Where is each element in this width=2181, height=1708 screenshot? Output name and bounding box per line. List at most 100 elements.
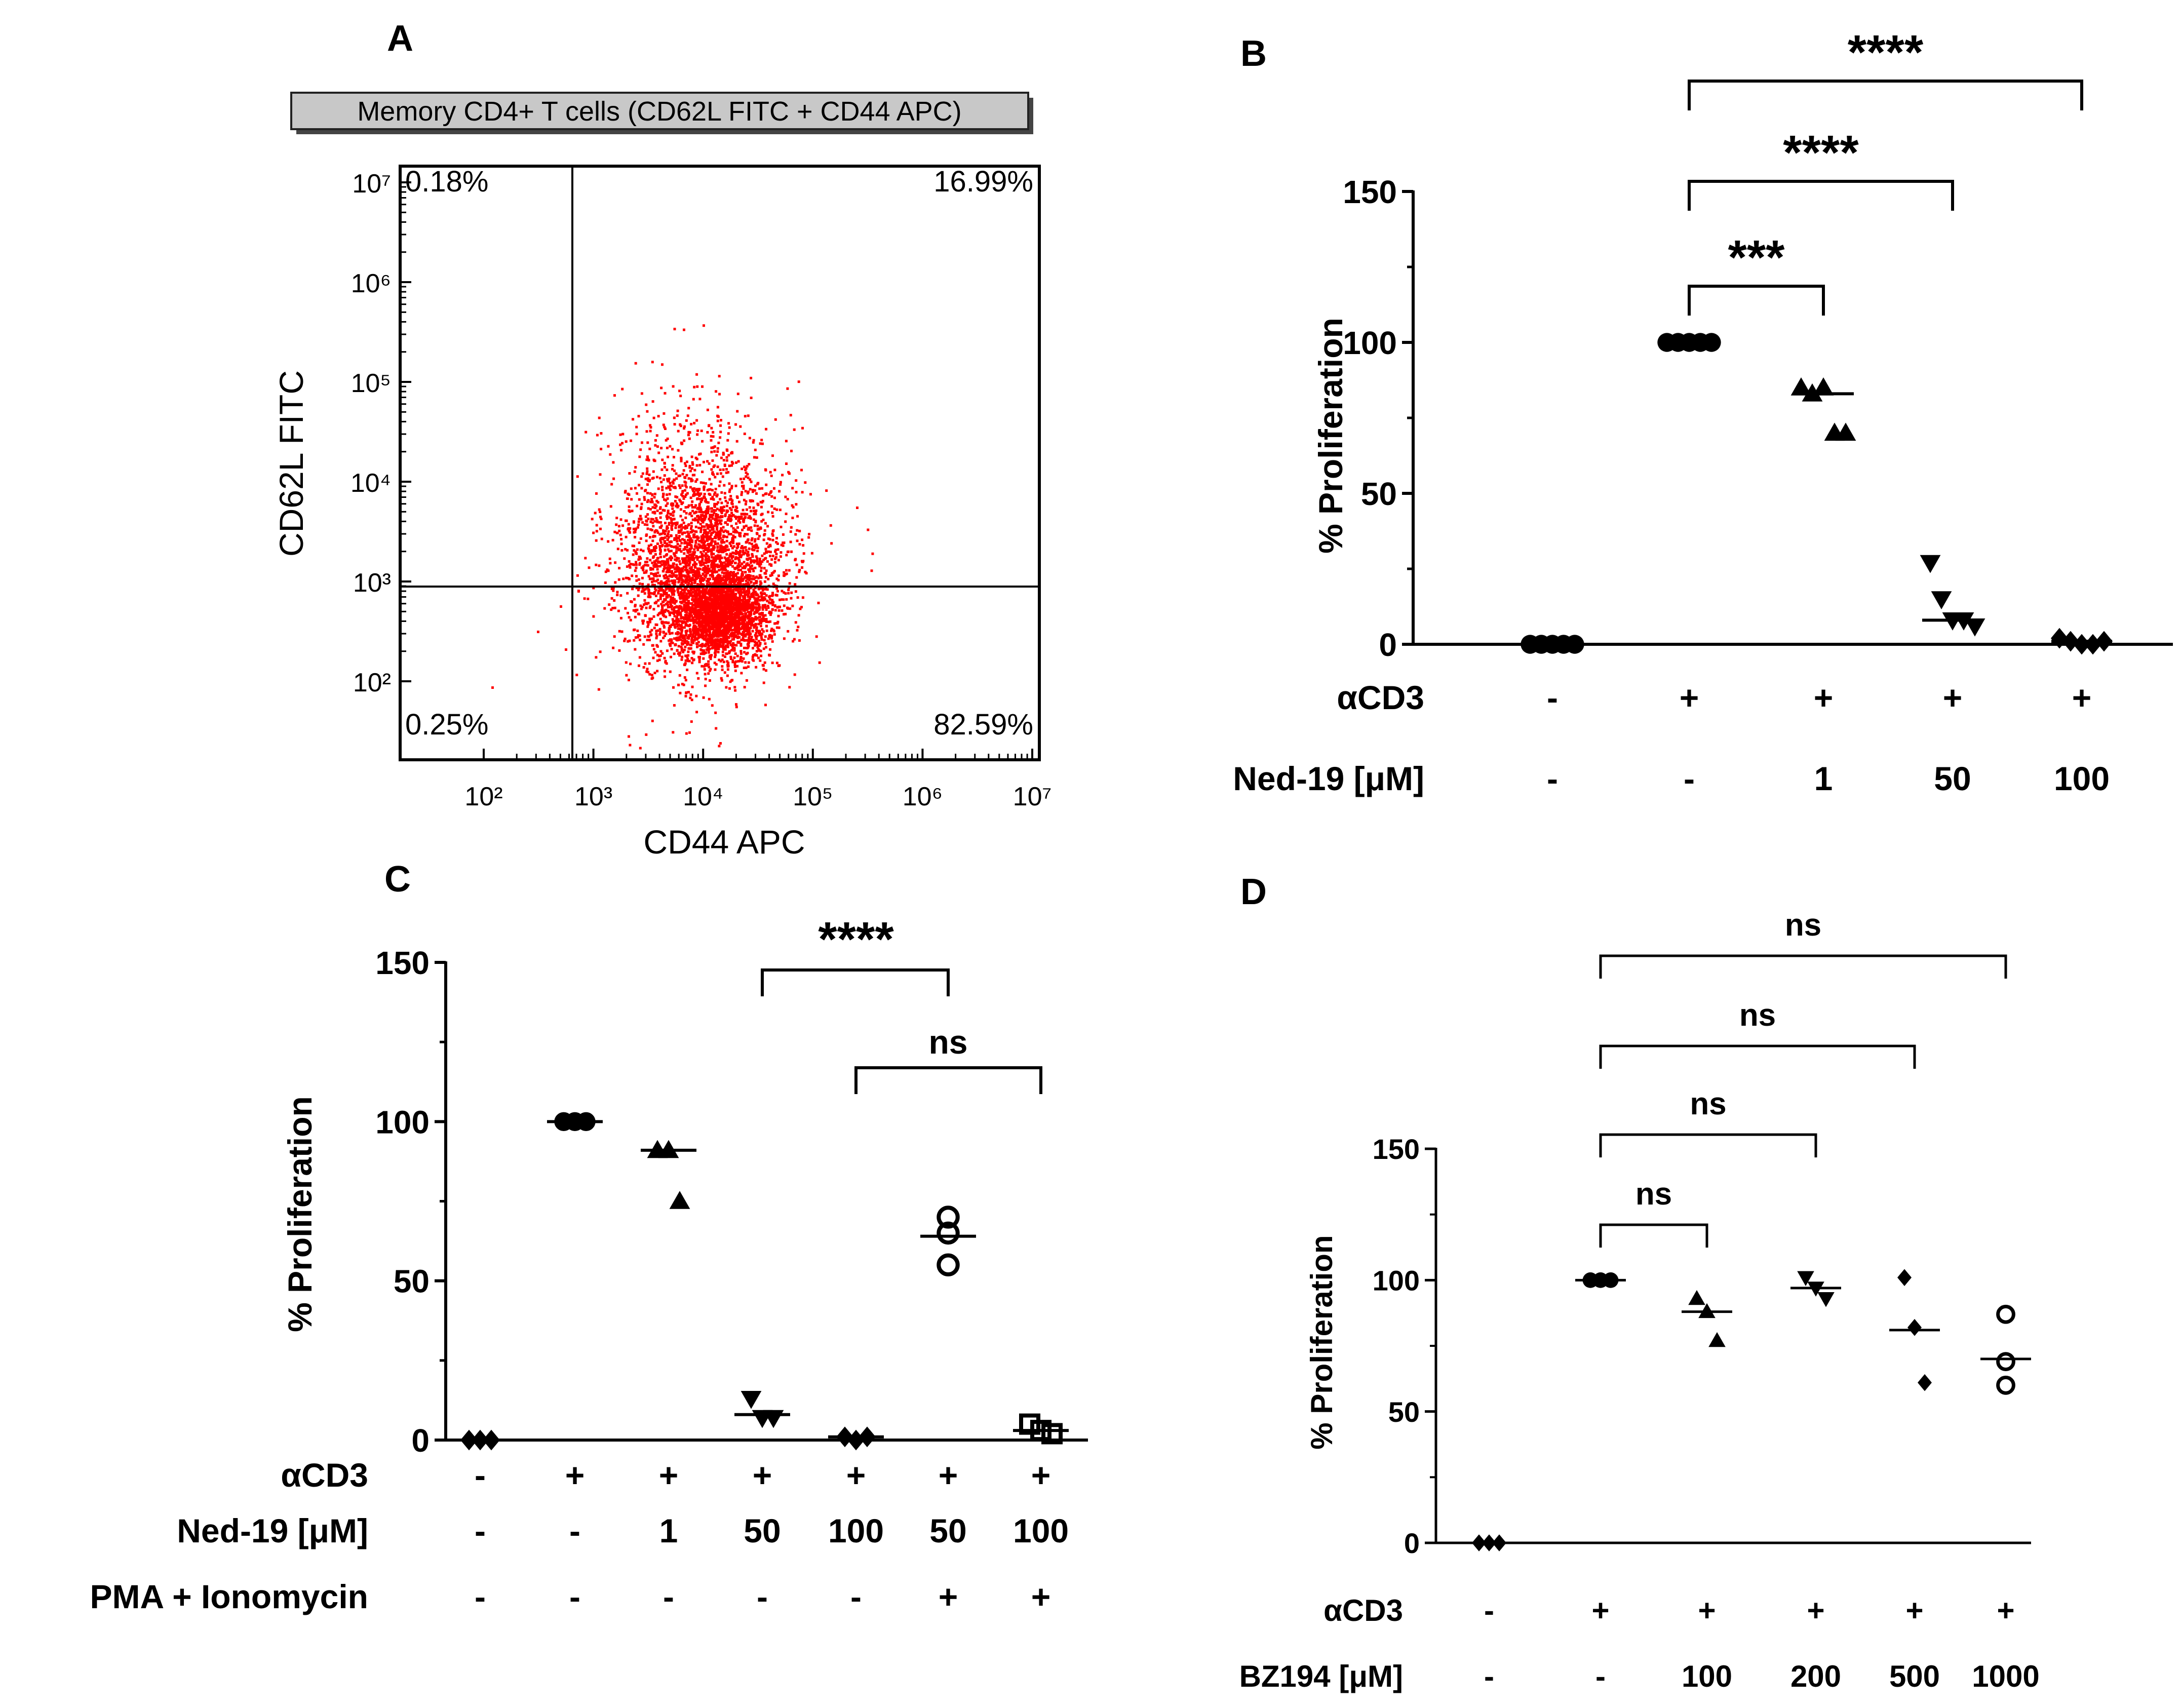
flow-outlier-event (577, 590, 580, 593)
c-condition-value: 50 (744, 1512, 781, 1549)
b-point-triangle-down (1931, 591, 1952, 609)
panel-d: 0 50 100 150 ns ns ns ns αCD3 - + + + + + BZ194 [μM] -… (1239, 908, 2040, 1693)
d-y-tick-label: 100 (1373, 1264, 1420, 1296)
b-bracket (1688, 180, 1954, 211)
c-point-open-square (1019, 1413, 1040, 1435)
c-condition-value: - (757, 1578, 768, 1615)
c-condition-value: - (569, 1512, 580, 1549)
d-condition-value: - (1484, 1659, 1494, 1693)
c-condition-value: + (659, 1456, 679, 1494)
c-y-tick-label: 100 (375, 1104, 430, 1140)
flow-events (491, 324, 874, 750)
b-bracket-label: *** (1728, 230, 1785, 285)
b-y-tick-label: 100 (1343, 325, 1397, 361)
d-bracket-label: ns (1635, 1177, 1672, 1212)
d-condition-value: 200 (1790, 1659, 1841, 1693)
b-point-triangle-down (1920, 555, 1941, 573)
c-condition-value: + (939, 1578, 958, 1615)
flow-x-tick-label: 10³ (574, 782, 612, 811)
d-condition-value: 100 (1682, 1659, 1732, 1693)
b-bracket-label: **** (1783, 126, 1859, 180)
b-condition-value: + (1814, 679, 1834, 716)
c-condition-value: - (475, 1578, 486, 1615)
c-point-triangle-down (741, 1390, 762, 1409)
quadrant-upper-right-percent: 16.99% (933, 165, 1033, 198)
b-condition-label: Ned-19 [μM] (1233, 760, 1424, 797)
b-data-marks (1521, 333, 2113, 655)
d-bracket-label: ns (1785, 908, 1821, 943)
c-condition-value: - (475, 1456, 486, 1494)
d-y-tick-label: 50 (1388, 1396, 1420, 1428)
b-condition-table: αCD3 - + + + + Ned-19 [μM] - - 1 50 100 (1233, 679, 2110, 797)
c-bracket-label: ns (928, 1023, 967, 1061)
flow-y-tick-label: 10² (353, 668, 391, 697)
c-condition-value: - (475, 1512, 486, 1549)
c-y-axis-label: % Proliferation (281, 1096, 319, 1332)
d-bracket (1599, 1044, 1916, 1069)
d-significance-brackets: ns ns ns ns (1599, 908, 2007, 1248)
panel-letter-a: A (387, 18, 413, 59)
b-y-axis-label: % Proliferation (1312, 318, 1349, 554)
d-bracket-label: ns (1690, 1086, 1726, 1121)
c-condition-value: + (1031, 1578, 1051, 1615)
b-condition-value: - (1547, 679, 1558, 716)
c-condition-value: + (939, 1456, 958, 1494)
c-condition-label: αCD3 (281, 1456, 368, 1494)
panel-a: Memory CD4+ T cells (CD62L FITC + CD44 A… (272, 92, 1051, 861)
b-y-tick-label: 50 (1361, 476, 1397, 512)
c-condition-label: Ned-19 [μM] (177, 1512, 368, 1549)
d-bracket-label: ns (1739, 998, 1776, 1033)
c-y-tick-label: 150 (375, 945, 430, 981)
d-condition-value: 500 (1889, 1659, 1940, 1693)
c-point-open-square (1041, 1423, 1063, 1445)
d-point-open-circle (1996, 1304, 2015, 1324)
flow-y-tick-label: 10³ (353, 568, 391, 598)
flow-outlier-event (856, 507, 859, 509)
quadrant-lower-left-percent: 0.25% (405, 708, 488, 741)
d-point-diamond (1907, 1318, 1922, 1336)
c-condition-value: + (565, 1456, 585, 1494)
panel-letter-c: C (384, 859, 411, 900)
c-point-triangle-up (669, 1191, 690, 1209)
c-condition-label: PMA + Ionomycin (90, 1578, 368, 1615)
c-condition-value: 100 (1013, 1512, 1069, 1549)
c-y-tick-label: 50 (394, 1263, 430, 1300)
b-point-diamond (2084, 634, 2101, 655)
d-condition-value: - (1484, 1594, 1494, 1627)
d-condition-label: αCD3 (1323, 1594, 1403, 1627)
c-point-open-circle (937, 1253, 960, 1276)
d-point-triangle-up (1708, 1332, 1726, 1347)
quadrant-lower-right-percent: 82.59% (933, 708, 1033, 741)
d-y-tick-label: 150 (1373, 1133, 1420, 1165)
d-bracket (1599, 1223, 1708, 1248)
b-condition-value: - (1684, 760, 1695, 797)
d-point-open-circle (1996, 1352, 2015, 1372)
d-point-triangle-up (1688, 1290, 1705, 1305)
c-condition-value: 50 (929, 1512, 966, 1549)
c-condition-value: - (663, 1578, 674, 1615)
b-point-triangle-up (1835, 422, 1856, 441)
c-condition-value: - (850, 1578, 862, 1615)
b-condition-value: 100 (2054, 760, 2110, 797)
c-point-open-circle (937, 1221, 960, 1245)
c-bracket-label: **** (818, 912, 894, 966)
flow-y-axis-label: CD62L FITC (272, 370, 310, 557)
d-point-triangle-down (1817, 1292, 1835, 1307)
b-point-diamond (2073, 634, 2090, 655)
d-point-diamond (1918, 1374, 1932, 1391)
d-point-open-circle (1996, 1375, 2015, 1395)
d-condition-value: 1000 (1972, 1659, 2039, 1693)
c-bracket (854, 1066, 1042, 1094)
c-axes: 0 50 100 150 (375, 945, 1088, 1459)
flow-y-ticks: 10² 10³ 10⁴ 10⁵ 10⁶ 10⁷ (350, 169, 411, 697)
d-data-marks (1464, 1269, 2031, 1551)
flow-x-tick-label: 10² (464, 782, 502, 811)
b-axes: 0 50 100 150 (1343, 174, 2173, 663)
d-point-diamond (1897, 1269, 1912, 1286)
b-condition-value: - (1547, 760, 1558, 797)
c-significance-brackets: **** ns (761, 912, 1042, 1094)
c-condition-value: + (846, 1456, 866, 1494)
flow-title: Memory CD4+ T cells (CD62L FITC + CD44 A… (357, 96, 961, 127)
b-condition-value: 1 (1814, 760, 1833, 797)
